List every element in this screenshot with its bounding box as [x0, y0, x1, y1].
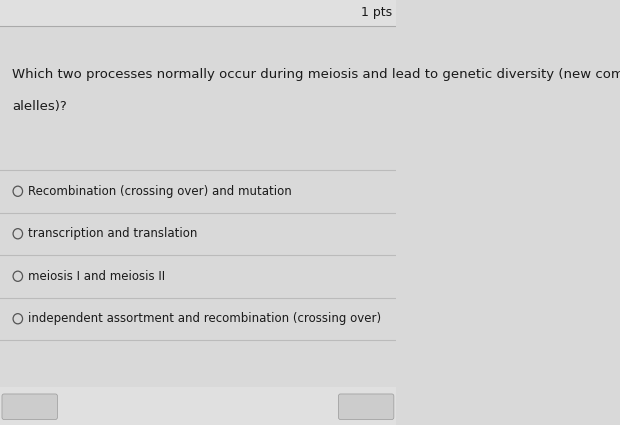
Text: Which two processes normally occur during meiosis and lead to genetic diversity : Which two processes normally occur durin…	[12, 68, 620, 81]
Text: 1 pts: 1 pts	[361, 6, 392, 19]
Text: transcription and translation: transcription and translation	[28, 227, 197, 240]
FancyBboxPatch shape	[0, 387, 396, 425]
FancyBboxPatch shape	[0, 0, 396, 26]
FancyBboxPatch shape	[2, 394, 58, 419]
Text: independent assortment and recombination (crossing over): independent assortment and recombination…	[28, 312, 381, 325]
FancyBboxPatch shape	[339, 394, 394, 419]
Text: alelles)?: alelles)?	[12, 100, 66, 113]
Text: Recombination (crossing over) and mutation: Recombination (crossing over) and mutati…	[28, 185, 291, 198]
Text: meiosis I and meiosis II: meiosis I and meiosis II	[28, 270, 165, 283]
